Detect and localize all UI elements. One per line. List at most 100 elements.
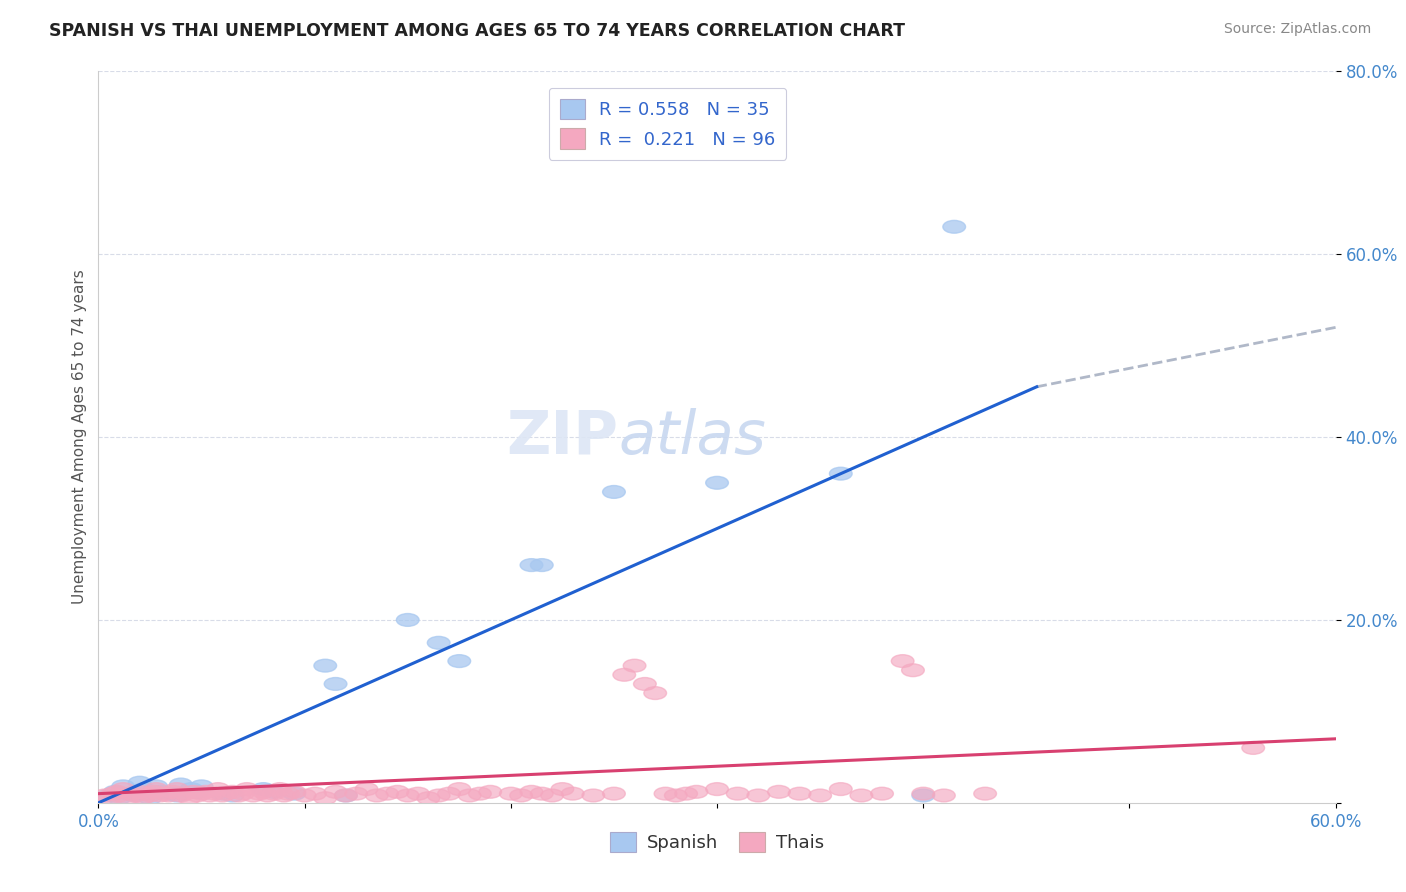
Ellipse shape [132, 791, 155, 804]
Ellipse shape [665, 789, 688, 802]
Ellipse shape [170, 778, 193, 791]
Ellipse shape [551, 782, 574, 796]
Ellipse shape [215, 788, 238, 800]
Ellipse shape [145, 782, 167, 796]
Ellipse shape [912, 789, 935, 802]
Ellipse shape [375, 788, 398, 800]
Ellipse shape [675, 788, 697, 800]
Ellipse shape [211, 789, 233, 802]
Ellipse shape [870, 788, 893, 800]
Ellipse shape [108, 792, 131, 805]
Ellipse shape [252, 786, 274, 798]
Ellipse shape [180, 782, 202, 796]
Ellipse shape [190, 788, 212, 800]
Ellipse shape [427, 789, 450, 802]
Ellipse shape [202, 788, 225, 800]
Ellipse shape [325, 678, 347, 690]
Ellipse shape [396, 789, 419, 802]
Ellipse shape [304, 788, 326, 800]
Ellipse shape [112, 782, 135, 796]
Text: Source: ZipAtlas.com: Source: ZipAtlas.com [1223, 22, 1371, 37]
Ellipse shape [242, 789, 264, 802]
Ellipse shape [283, 788, 305, 800]
Ellipse shape [747, 789, 769, 802]
Ellipse shape [582, 789, 605, 802]
Ellipse shape [603, 485, 626, 499]
Ellipse shape [277, 788, 299, 800]
Ellipse shape [221, 789, 243, 802]
Ellipse shape [269, 782, 291, 796]
Ellipse shape [115, 792, 139, 805]
Ellipse shape [101, 788, 124, 800]
Ellipse shape [256, 789, 278, 802]
Ellipse shape [727, 788, 749, 800]
Ellipse shape [177, 792, 201, 805]
Ellipse shape [139, 789, 162, 802]
Ellipse shape [520, 786, 543, 798]
Ellipse shape [654, 788, 676, 800]
Ellipse shape [1241, 741, 1264, 755]
Ellipse shape [344, 788, 367, 800]
Ellipse shape [273, 789, 295, 802]
Ellipse shape [186, 789, 208, 802]
Text: atlas: atlas [619, 408, 766, 467]
Ellipse shape [387, 786, 409, 798]
Ellipse shape [263, 786, 285, 798]
Ellipse shape [561, 788, 583, 800]
Ellipse shape [706, 782, 728, 796]
Ellipse shape [406, 788, 429, 800]
Ellipse shape [437, 788, 460, 800]
Ellipse shape [252, 782, 274, 796]
Ellipse shape [159, 788, 181, 800]
Ellipse shape [427, 636, 450, 649]
Ellipse shape [685, 786, 707, 798]
Legend: Spanish, Thais: Spanish, Thais [603, 824, 831, 860]
Ellipse shape [236, 782, 259, 796]
Ellipse shape [149, 789, 172, 802]
Ellipse shape [105, 786, 128, 798]
Ellipse shape [901, 664, 924, 677]
Ellipse shape [943, 220, 966, 233]
Ellipse shape [190, 780, 212, 793]
Ellipse shape [211, 788, 233, 800]
Ellipse shape [97, 789, 120, 802]
Ellipse shape [143, 786, 166, 798]
Ellipse shape [149, 786, 172, 798]
Ellipse shape [221, 786, 243, 798]
Text: SPANISH VS THAI UNEMPLOYMENT AMONG AGES 65 TO 74 YEARS CORRELATION CHART: SPANISH VS THAI UNEMPLOYMENT AMONG AGES … [49, 22, 905, 40]
Ellipse shape [830, 782, 852, 796]
Ellipse shape [768, 786, 790, 798]
Y-axis label: Unemployment Among Ages 65 to 74 years: Unemployment Among Ages 65 to 74 years [72, 269, 87, 605]
Ellipse shape [449, 655, 471, 667]
Ellipse shape [139, 792, 162, 805]
Ellipse shape [789, 788, 811, 800]
Ellipse shape [228, 789, 250, 802]
Ellipse shape [808, 789, 831, 802]
Ellipse shape [479, 786, 502, 798]
Ellipse shape [530, 558, 553, 572]
Ellipse shape [530, 788, 553, 800]
Ellipse shape [128, 776, 150, 789]
Ellipse shape [851, 789, 873, 802]
Ellipse shape [634, 678, 657, 690]
Ellipse shape [132, 782, 155, 796]
Ellipse shape [120, 788, 143, 800]
Ellipse shape [153, 788, 176, 800]
Ellipse shape [541, 789, 564, 802]
Ellipse shape [198, 789, 221, 802]
Text: ZIP: ZIP [506, 408, 619, 467]
Ellipse shape [366, 789, 388, 802]
Ellipse shape [97, 792, 120, 805]
Ellipse shape [207, 782, 229, 796]
Ellipse shape [263, 788, 285, 800]
Ellipse shape [314, 792, 336, 805]
Ellipse shape [418, 792, 440, 805]
Ellipse shape [449, 782, 471, 796]
Ellipse shape [145, 780, 167, 793]
Ellipse shape [166, 789, 188, 802]
Ellipse shape [335, 789, 357, 802]
Ellipse shape [118, 788, 141, 800]
Ellipse shape [520, 558, 543, 572]
Ellipse shape [247, 788, 270, 800]
Ellipse shape [325, 786, 347, 798]
